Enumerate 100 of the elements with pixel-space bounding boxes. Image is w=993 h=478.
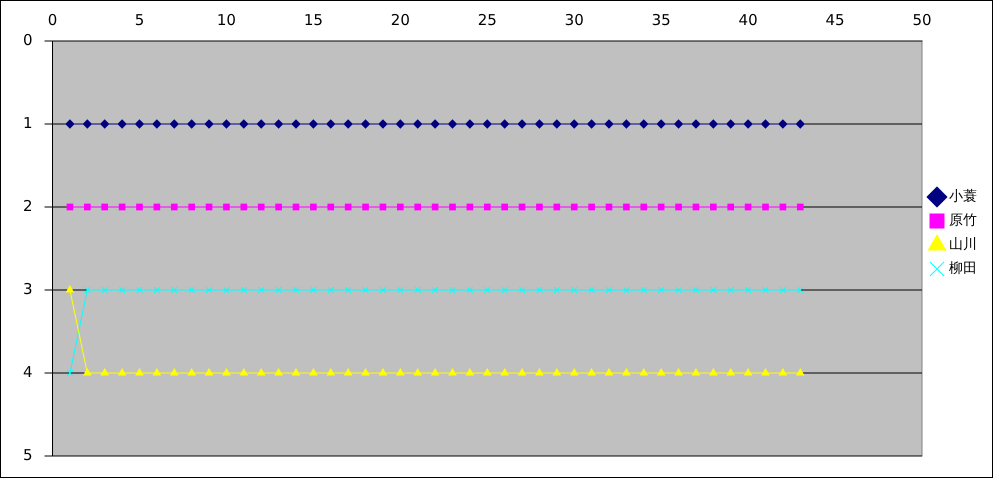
- point: [152, 120, 162, 128]
- point: [154, 204, 160, 210]
- point: [778, 120, 788, 128]
- point: [484, 204, 491, 210]
- point: [118, 368, 126, 376]
- point: [118, 120, 127, 128]
- point: [622, 120, 631, 128]
- point: [465, 120, 474, 128]
- point: [344, 286, 352, 294]
- point: [170, 368, 178, 376]
- point: [449, 204, 456, 210]
- point: [605, 368, 613, 376]
- x-tick-label: 0: [48, 10, 58, 29]
- point: [762, 368, 770, 376]
- point: [308, 120, 318, 128]
- point: [639, 120, 648, 128]
- point: [658, 286, 664, 294]
- point: [744, 204, 752, 210]
- point: [100, 120, 110, 128]
- point: [188, 204, 195, 210]
- point: [709, 368, 718, 376]
- point: [692, 368, 700, 376]
- point: [431, 368, 440, 376]
- point: [535, 368, 544, 376]
- point: [292, 368, 300, 376]
- point: [780, 286, 786, 294]
- point: [361, 120, 370, 128]
- point: [692, 286, 700, 294]
- point: [606, 286, 612, 294]
- point: [380, 286, 386, 294]
- point: [518, 286, 526, 294]
- point: [239, 120, 248, 128]
- point: [554, 204, 560, 210]
- point: [84, 204, 91, 210]
- point: [796, 120, 805, 128]
- point: [152, 368, 161, 376]
- point: [640, 286, 648, 294]
- point: [570, 368, 578, 376]
- point: [274, 368, 283, 376]
- point: [413, 120, 422, 128]
- point: [310, 286, 317, 294]
- point: [187, 120, 196, 128]
- point: [206, 204, 212, 210]
- point: [258, 286, 265, 294]
- point: [414, 204, 422, 210]
- point: [640, 368, 648, 376]
- point: [518, 204, 526, 210]
- point: [449, 286, 456, 294]
- point: [204, 120, 214, 128]
- point: [275, 286, 282, 294]
- point: [309, 368, 318, 376]
- point: [762, 204, 769, 210]
- point: [118, 204, 126, 210]
- point: [762, 286, 769, 294]
- point: [692, 204, 700, 210]
- point: [274, 120, 284, 128]
- point: [466, 286, 474, 294]
- point: [796, 286, 804, 294]
- point: [796, 204, 804, 210]
- point: [536, 204, 543, 210]
- point: [362, 286, 369, 294]
- legend-label: 山川: [949, 236, 977, 253]
- y-tick-label: 1: [22, 114, 33, 132]
- point: [275, 204, 282, 210]
- point: [82, 120, 92, 128]
- x-tick-label: 45: [826, 10, 845, 29]
- point: [397, 286, 404, 294]
- point: [448, 120, 457, 128]
- point: [606, 204, 612, 210]
- point: [780, 204, 786, 210]
- point: [240, 368, 248, 376]
- point: [84, 286, 91, 294]
- point: [310, 204, 317, 210]
- point: [170, 204, 178, 210]
- x-tick-label: 35: [652, 10, 671, 29]
- point: [552, 368, 561, 376]
- point: [623, 204, 630, 210]
- point: [466, 204, 474, 210]
- point: [327, 204, 334, 210]
- point: [154, 286, 160, 294]
- point: [500, 368, 509, 376]
- point: [727, 286, 734, 294]
- point: [327, 286, 334, 294]
- point: [587, 120, 596, 128]
- point: [761, 120, 770, 128]
- point: [65, 120, 74, 128]
- point: [744, 120, 753, 128]
- y-tick-label: 4: [22, 362, 33, 381]
- point: [744, 286, 752, 294]
- x-tick-label: 40: [738, 10, 758, 29]
- point: [518, 368, 526, 376]
- point: [222, 368, 230, 376]
- point: [66, 204, 74, 210]
- point: [292, 204, 300, 210]
- point: [796, 368, 804, 376]
- point: [432, 286, 438, 294]
- point: [554, 286, 560, 294]
- point: [708, 120, 718, 128]
- point: [101, 204, 108, 210]
- point: [134, 120, 144, 128]
